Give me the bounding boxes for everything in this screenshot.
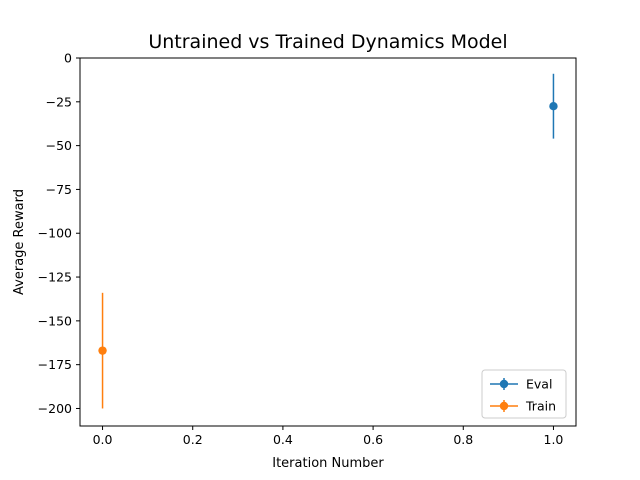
plot-area (98, 73, 558, 409)
legend-eval-marker (499, 379, 509, 389)
x-tick-label: 0.4 (273, 432, 293, 447)
y-tick-label: −175 (38, 357, 72, 372)
y-tick-label: −100 (38, 226, 72, 241)
x-tick-label: 0.2 (183, 432, 203, 447)
y-axis-label: Average Reward (12, 189, 27, 295)
legend-train-marker (499, 401, 509, 411)
y-tick-label: −50 (46, 138, 72, 153)
y-tick-label: −125 (38, 270, 72, 285)
x-tick-label: 0.0 (93, 432, 113, 447)
x-tick-label: 1.0 (544, 432, 564, 447)
x-axis: 0.0 0.2 0.4 0.6 0.8 1.0 (93, 426, 564, 447)
train-data-point (98, 346, 107, 355)
y-tick-label: −25 (46, 94, 72, 109)
chart-title: Untrained vs Trained Dynamics Model (148, 31, 507, 53)
y-tick-label: 0 (64, 51, 72, 66)
x-tick-label: 0.6 (363, 432, 383, 447)
x-axis-label: Iteration Number (272, 456, 384, 471)
y-tick-label: −150 (38, 313, 72, 328)
legend: Eval Train (481, 369, 567, 419)
x-tick-label: 0.8 (453, 432, 473, 447)
eval-data-point (549, 101, 558, 111)
legend-train-label: Train (525, 399, 556, 414)
plot-frame (79, 57, 577, 427)
y-tick-label: −75 (46, 182, 72, 197)
y-axis: 0 −25 −50 −75 −100 −125 −150 −175 −200 (38, 51, 80, 416)
legend-eval-label: Eval (526, 377, 552, 392)
y-tick-label: −200 (38, 401, 72, 416)
